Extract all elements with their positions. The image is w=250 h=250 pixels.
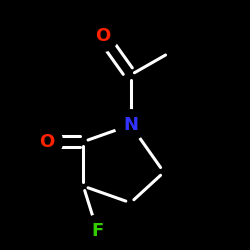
Circle shape [82,215,112,246]
Text: F: F [91,222,103,240]
Text: O: O [95,27,110,45]
Circle shape [115,110,146,140]
Text: O: O [40,133,55,151]
Circle shape [88,21,118,52]
Circle shape [32,126,62,157]
Text: N: N [123,116,138,134]
